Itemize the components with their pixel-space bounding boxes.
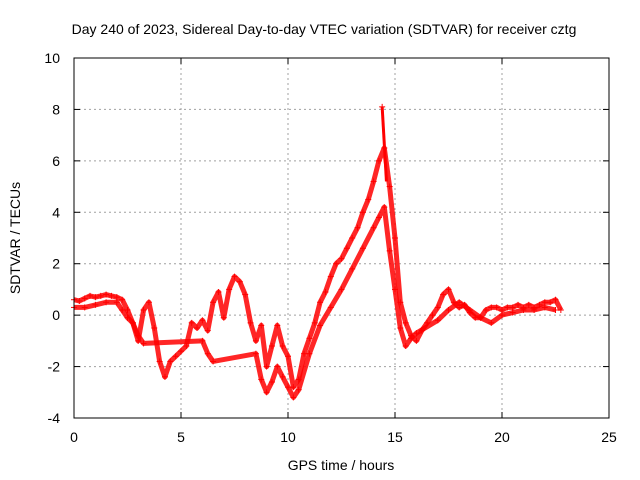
x-ticks: 0 5 10 15 20 25 [70, 58, 617, 445]
peak-point [379, 103, 388, 182]
grid [74, 58, 609, 418]
x-axis-label: GPS time / hours [288, 457, 395, 473]
data-series-band [73, 145, 564, 390]
y-axis-label: SDTVAR / TECUs [7, 182, 23, 294]
x-tick-label: 10 [280, 429, 296, 445]
chart-title: Day 240 of 2023, Sidereal Day-to-day VTE… [72, 21, 577, 37]
y-tick-label: 0 [52, 307, 60, 323]
data-series-band [74, 204, 557, 400]
x-tick-label: 5 [177, 429, 185, 445]
y-ticks: -4 -2 0 2 4 6 8 10 [44, 50, 609, 426]
y-tick-label: 8 [52, 101, 60, 117]
y-tick-label: 2 [52, 256, 60, 272]
x-tick-label: 0 [70, 429, 78, 445]
y-tick-label: 4 [52, 204, 60, 220]
x-tick-label: 15 [387, 429, 403, 445]
plot-area [73, 57, 610, 419]
y-tick-label: -4 [48, 410, 61, 426]
y-tick-label: -2 [48, 359, 61, 375]
x-tick-label: 25 [601, 429, 617, 445]
y-tick-label: 6 [52, 153, 60, 169]
y-tick-label: 10 [44, 50, 60, 66]
points [71, 103, 564, 401]
x-tick-label: 20 [494, 429, 510, 445]
